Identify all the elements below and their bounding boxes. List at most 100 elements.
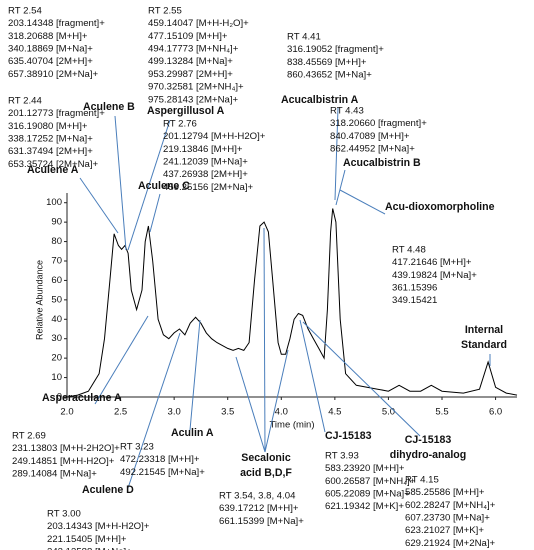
y-tick-label: 0 bbox=[57, 392, 62, 403]
compound-name: Aspergillusol A bbox=[147, 105, 225, 117]
trace bbox=[66, 208, 518, 398]
ion-detail: RT 4.41 bbox=[287, 31, 321, 42]
ion-detail: 472.23318 [M+H]+ bbox=[120, 454, 200, 465]
connector bbox=[127, 119, 171, 251]
ion-detail: 629.21924 [M+2Na]+ bbox=[405, 538, 496, 549]
compound-name: Aculin A bbox=[171, 427, 214, 439]
ion-detail: 221.15405 [M+H]+ bbox=[47, 534, 127, 545]
ion-detail: 219.13846 [M+H]+ bbox=[163, 144, 243, 155]
ion-detail: 860.43652 [M+Na]+ bbox=[287, 70, 372, 81]
ion-detail: 862.44952 [M+Na]+ bbox=[330, 144, 415, 155]
ion-detail: 241.12039 [M+Na]+ bbox=[163, 157, 248, 168]
compound-name: Internal bbox=[465, 324, 503, 336]
compound-name: Asperaculane A bbox=[42, 392, 122, 404]
ion-detail: 231.13803 [M+H-2H2O]+ bbox=[12, 443, 120, 454]
ion-detail: RT 3.54, 3.8, 4.04 bbox=[219, 490, 296, 501]
connector bbox=[335, 169, 346, 206]
ion-detail: 631.37494 [2M+H]+ bbox=[8, 146, 93, 157]
ion-detail: RT 3.23 bbox=[120, 441, 154, 452]
connector bbox=[263, 227, 266, 453]
ion-detail: 459.25156 [2M+Na]+ bbox=[163, 182, 254, 193]
ion-detail: 316.19080 [M+H]+ bbox=[8, 121, 88, 132]
compound-name: CJ-15183 bbox=[325, 430, 372, 442]
ion-detail: 605.22089 [M+Na]+ bbox=[325, 489, 410, 500]
ion-detail: 437.26938 [2M+H]+ bbox=[163, 169, 248, 180]
compound-name: Acu-dioxomorpholine bbox=[385, 201, 495, 213]
x-axis-label: Time (min) bbox=[269, 419, 314, 430]
ion-detail: RT 4.15 bbox=[405, 474, 439, 485]
y-axis-label: Relative Abundance bbox=[34, 260, 44, 340]
compound-name: Acucalbistrin A bbox=[281, 94, 359, 106]
ion-detail: 492.21545 [M+Na]+ bbox=[120, 467, 205, 478]
compound-name: CJ-15183 bbox=[405, 434, 452, 446]
ion-detail: 340.18869 [M+Na]+ bbox=[8, 44, 93, 55]
x-tick-label: 5.5 bbox=[435, 407, 448, 418]
ion-detail: 289.14084 [M+Na]+ bbox=[12, 469, 97, 480]
compound-name: acid B,D,F bbox=[240, 467, 292, 479]
ion-detail: RT 3.93 bbox=[325, 450, 359, 461]
ion-detail: 243.13588 [M+Na]+ bbox=[47, 547, 132, 550]
y-tick-label: 30 bbox=[51, 333, 62, 344]
y-tick-label: 100 bbox=[46, 197, 62, 208]
ion-detail: 600.26587 [M+NH₄]+ bbox=[325, 476, 416, 487]
connector bbox=[189, 319, 201, 431]
y-tick-label: 70 bbox=[51, 256, 62, 267]
ion-detail: 439.19824 [M+Na]+ bbox=[392, 270, 477, 281]
y-tick-label: 40 bbox=[51, 314, 62, 325]
x-tick-label: 6.0 bbox=[489, 407, 502, 418]
y-tick-label: 20 bbox=[51, 353, 62, 364]
y-tick-label: 50 bbox=[51, 294, 62, 305]
x-tick-label: 4.0 bbox=[275, 407, 288, 418]
ion-detail: 316.19052 [fragment]+ bbox=[287, 44, 384, 55]
ion-detail: 361.15396 bbox=[392, 283, 437, 294]
ion-detail: 621.19342 [M+K]+ bbox=[325, 501, 404, 512]
connector bbox=[299, 319, 326, 433]
ion-detail: 583.23920 [M+H]+ bbox=[325, 463, 405, 474]
x-tick-label: 4.5 bbox=[328, 407, 341, 418]
compound-name: Secalonic bbox=[241, 452, 291, 464]
ion-detail: RT 2.54 bbox=[8, 5, 42, 16]
connector bbox=[127, 332, 181, 489]
ion-detail: 639.17212 [M+H]+ bbox=[219, 503, 299, 514]
connector bbox=[334, 107, 339, 201]
ion-detail: 494.17773 [M+NH₄]+ bbox=[148, 44, 239, 55]
ion-detail: RT 2.44 bbox=[8, 95, 42, 106]
ion-detail: 203.14348 [fragment]+ bbox=[8, 18, 105, 29]
x-tick-label: 2.5 bbox=[114, 407, 127, 418]
compound-name: dihydro-analog bbox=[390, 449, 467, 461]
compound-name: Standard bbox=[461, 339, 507, 351]
compound-name: Aculene A bbox=[27, 164, 79, 176]
compound-name: Aculene B bbox=[83, 101, 135, 113]
ion-detail: RT 2.55 bbox=[148, 5, 182, 16]
ion-detail: RT 3.00 bbox=[47, 508, 81, 519]
connector bbox=[339, 189, 386, 215]
ion-detail: 318.20688 [M+H]+ bbox=[8, 31, 88, 42]
x-tick-label: 3.5 bbox=[221, 407, 234, 418]
ion-detail: RT 2.76 bbox=[163, 118, 197, 129]
ion-detail: RT 4.43 bbox=[330, 105, 364, 116]
ion-detail: RT 4.48 bbox=[392, 244, 426, 255]
connector bbox=[79, 177, 119, 234]
connector bbox=[94, 315, 149, 405]
ion-detail: 838.45569 [M+H]+ bbox=[287, 57, 367, 68]
ion-detail: 338.17252 [M+Na]+ bbox=[8, 134, 93, 145]
ion-detail: 661.15399 [M+Na]+ bbox=[219, 516, 304, 527]
ion-detail: 318.20660 [fragment]+ bbox=[330, 118, 427, 129]
ion-detail: 975.28143 [2M+Na]+ bbox=[148, 94, 239, 105]
ion-detail: 499.13284 [M+Na]+ bbox=[148, 56, 233, 67]
connector bbox=[302, 321, 421, 437]
ion-detail: 459.14047 [M+H-H₂O]+ bbox=[148, 18, 249, 29]
ion-detail: 201.12773 [fragment]+ bbox=[8, 108, 105, 119]
ion-detail: 623.21027 [M+K]+ bbox=[405, 525, 484, 536]
ion-detail: 203.14343 [M+H-H2O]+ bbox=[47, 521, 150, 532]
ion-detail: 602.28247 [M+NH₄]+ bbox=[405, 500, 496, 511]
ion-detail: 840.47089 [M+H]+ bbox=[330, 131, 410, 142]
ion-detail: 953.29987 [2M+H]+ bbox=[148, 69, 233, 80]
connector bbox=[235, 356, 266, 453]
compound-name: Acucalbistrin B bbox=[343, 157, 421, 169]
connector bbox=[149, 193, 161, 233]
ion-detail: 657.38910 [2M+Na]+ bbox=[8, 69, 99, 80]
y-tick-label: 90 bbox=[51, 217, 62, 228]
x-tick-label: 5.0 bbox=[382, 407, 395, 418]
compound-name: Aculene D bbox=[82, 484, 134, 496]
